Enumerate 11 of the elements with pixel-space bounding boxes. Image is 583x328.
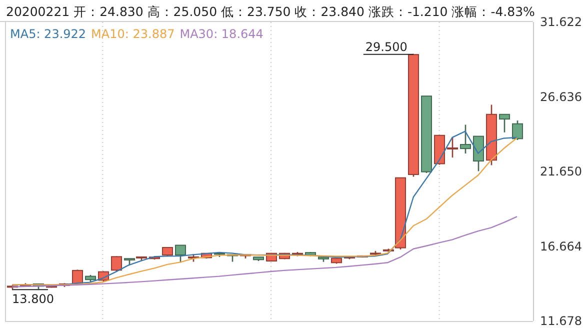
y-tick-label: 21.650 xyxy=(540,164,582,178)
y-tick-label: 11.678 xyxy=(540,314,582,328)
annotation: 29.500 xyxy=(365,40,408,54)
text: MA5: 23.922 xyxy=(10,27,86,41)
chart-title: 20200221 开：24.830 高：25.050 低：23.750 收：23.840 涨跌：-1.210 涨幅：-4.83% xyxy=(6,4,536,19)
annotation: 13.800 xyxy=(12,292,54,306)
y-tick-label: 16.664 xyxy=(540,239,582,254)
text: MA10: 23.887 xyxy=(91,27,175,41)
text: MA30: 18.644 xyxy=(180,27,264,41)
y-tick-label: 26.636 xyxy=(540,90,582,104)
y-tick-label: 31.622 xyxy=(540,15,582,29)
